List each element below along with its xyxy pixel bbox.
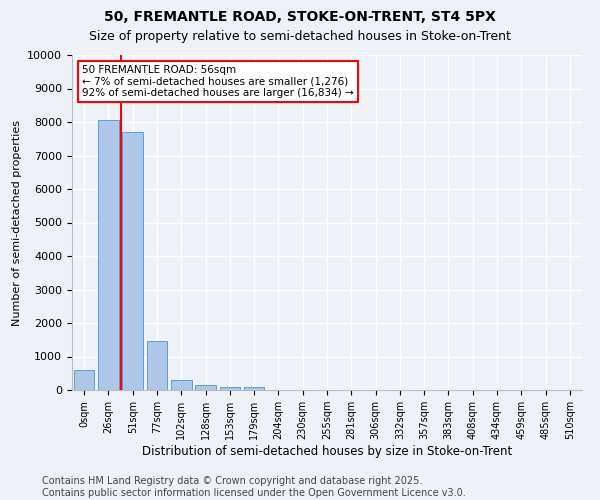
Text: 50 FREMANTLE ROAD: 56sqm
← 7% of semi-detached houses are smaller (1,276)
92% of: 50 FREMANTLE ROAD: 56sqm ← 7% of semi-de… (82, 65, 354, 98)
Text: Contains HM Land Registry data © Crown copyright and database right 2025.
Contai: Contains HM Land Registry data © Crown c… (42, 476, 466, 498)
Bar (98, 120, 119, 390)
Bar (171, 380, 191, 390)
X-axis label: Distribution of semi-detached houses by size in Stoke-on-Trent: Distribution of semi-detached houses by … (142, 445, 512, 458)
Text: 50, FREMANTLE ROAD, STOKE-ON-TRENT, ST4 5PX: 50, FREMANTLE ROAD, STOKE-ON-TRENT, ST4 … (104, 10, 496, 24)
Y-axis label: Number of semi-detached properties: Number of semi-detached properties (12, 120, 22, 326)
Text: Size of property relative to semi-detached houses in Stoke-on-Trent: Size of property relative to semi-detach… (89, 30, 511, 43)
Bar (195, 386, 216, 390)
Bar (244, 388, 265, 390)
Bar (220, 388, 240, 390)
Bar (122, 132, 143, 390)
Bar (146, 342, 167, 390)
Bar (74, 370, 94, 390)
